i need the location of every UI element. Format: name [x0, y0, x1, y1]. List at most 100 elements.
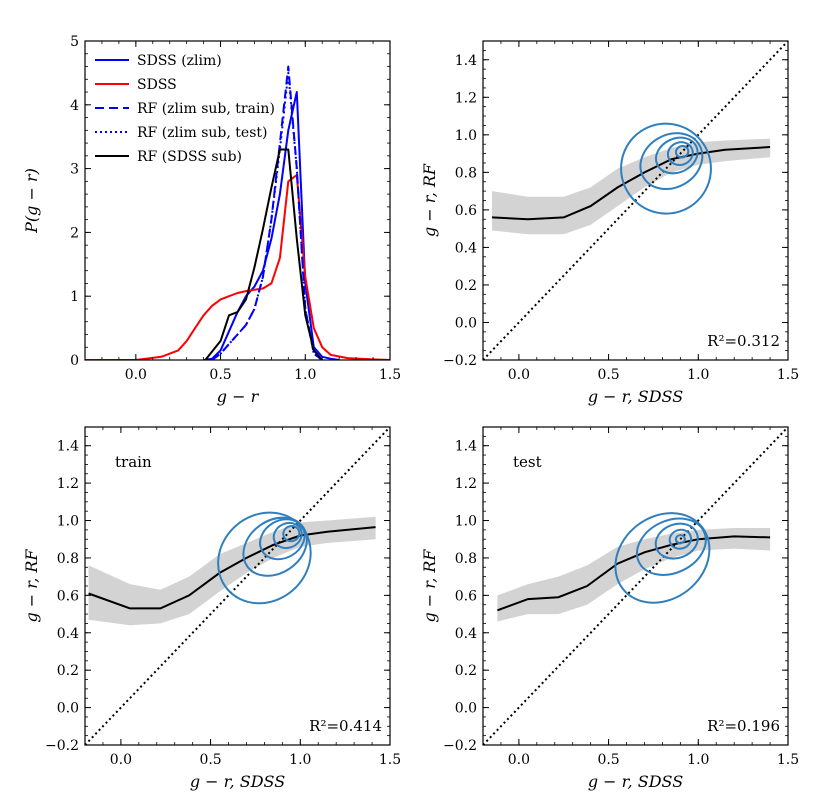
legend-label-2: RF (zlim sub, train) [137, 101, 275, 117]
y-tick-label: 5 [70, 34, 79, 50]
x-tick-label: 1.0 [687, 752, 709, 768]
y-axis-label: P(g − r) [22, 168, 41, 234]
plot-area [85, 65, 390, 360]
series-line-3 [211, 71, 323, 360]
density-contour-2 [654, 522, 699, 560]
y-axis-label: g − r, RF [420, 549, 439, 623]
series-line-1 [85, 174, 390, 360]
y-tick-label: 1.4 [57, 439, 79, 455]
y-tick-label: 0.2 [455, 278, 477, 294]
axes-frame [482, 40, 789, 361]
legend-label-3: RF (zlim sub, test) [137, 125, 267, 141]
y-tick-label: 1.2 [455, 90, 477, 106]
y-tick-label: 1.0 [455, 514, 477, 530]
x-tick-label: 0.0 [125, 367, 147, 383]
series-line-2 [211, 65, 323, 360]
median-line [491, 146, 771, 221]
y-tick-label: 2 [70, 225, 79, 241]
y-axis-label: g − r, RF [420, 163, 439, 237]
one-to-one-line [85, 427, 390, 745]
y-tick-label: −0.2 [45, 738, 79, 754]
x-tick-label: 0.5 [597, 752, 619, 768]
x-tick-label: 1.0 [687, 367, 709, 383]
panel-label: test [513, 453, 542, 471]
y-tick-label: 0.8 [455, 551, 477, 567]
axes-frame [482, 426, 789, 746]
y-tick-label: 1.4 [455, 439, 477, 455]
median-line [88, 526, 376, 610]
panel-all: 0.0 0.5 1.0 1.5 −0.2 0.0 0.2 0.4 0.6 0.8 1.0 1.2 1.4… [420, 40, 799, 406]
axes-frame [84, 40, 391, 361]
y-tick-label: 0.2 [455, 663, 477, 679]
density-contour-2 [259, 518, 306, 561]
y-tick-label: 3 [70, 162, 79, 178]
y-tick-label: 0.2 [57, 663, 79, 679]
y-tick-label: 0.6 [455, 203, 477, 219]
legend: SDSS (zlim) SDSS RF (zlim sub, train) RF (z… [95, 53, 275, 165]
legend-label-4: RF (SDSS sub) [137, 149, 242, 165]
y-axis-label: g − r, RF [22, 549, 41, 623]
axes-frame [84, 426, 391, 746]
y-tick-label: 1.4 [455, 53, 477, 69]
y-tick-label: 0.8 [455, 165, 477, 181]
plot-area [483, 427, 788, 745]
one-to-one-line [483, 427, 788, 745]
legend-label-0: SDSS (zlim) [137, 53, 222, 69]
y-tick-label: 0.0 [57, 701, 79, 717]
x-tick-label: 0.5 [199, 752, 221, 768]
median-line [497, 535, 771, 612]
density-contour-0 [620, 122, 712, 215]
density-contour-3 [272, 521, 303, 550]
x-axis-label: g − r, SDSS [190, 772, 285, 791]
density-contour-1 [636, 517, 707, 576]
x-tick-label: 0.5 [597, 367, 619, 383]
x-tick-label: 0.5 [209, 367, 231, 383]
percentile-band [88, 516, 376, 626]
y-tick-label: 0.4 [455, 626, 477, 642]
percentile-band [497, 528, 771, 622]
x-tick-label: 1.5 [379, 367, 401, 383]
density-contour-4 [674, 145, 690, 159]
series-line-4 [204, 148, 323, 360]
y-tick-label: 0.6 [57, 588, 79, 604]
x-tick-label: 1.5 [777, 752, 799, 768]
y-tick-label: 0.4 [455, 240, 477, 256]
x-tick-label: 0.0 [508, 752, 530, 768]
y-tick-label: 0.0 [455, 315, 477, 331]
y-tick-label: 0 [70, 353, 79, 369]
panel-train: 0.0 0.5 1.0 1.5 −0.2 0.0 0.2 0.4 0.6 0.8 1.0 1.2 1.4… [22, 426, 401, 791]
x-axis-label: g − r, SDSS [588, 772, 683, 791]
density-contour-2 [654, 136, 699, 175]
panel-hist: 0.0 0.5 1.0 1.5 0 1 2 3 4 5 g − r P(g − r) SDSS (zli… [22, 34, 401, 406]
r2-annotation: R²=0.196 [707, 717, 780, 735]
y-tick-label: 4 [70, 98, 79, 114]
panel-test: 0.0 0.5 1.0 1.5 −0.2 0.0 0.2 0.4 0.6 0.8 1.0 1.2 1.4… [420, 426, 799, 791]
x-tick-label: 1.0 [294, 367, 316, 383]
density-contour-4 [282, 525, 301, 543]
y-tick-label: −0.2 [443, 738, 477, 754]
density-contour-3 [668, 528, 693, 550]
x-tick-label: 1.5 [777, 367, 799, 383]
y-tick-label: 0.0 [455, 701, 477, 717]
panel-label: train [115, 453, 152, 471]
density-contour-4 [674, 534, 686, 545]
density-contour-1 [639, 132, 704, 190]
series-line-0 [203, 91, 340, 360]
x-tick-label: 1.0 [289, 752, 311, 768]
r2-annotation: R²=0.312 [707, 332, 780, 350]
y-tick-label: 1.0 [455, 128, 477, 144]
y-tick-label: 1.0 [57, 514, 79, 530]
r2-annotation: R²=0.414 [309, 717, 382, 735]
x-axis-label: g − r [217, 387, 260, 406]
y-tick-label: 1.2 [57, 476, 79, 492]
x-tick-label: 0.0 [508, 367, 530, 383]
plot-area [483, 41, 788, 360]
x-tick-label: 1.5 [379, 752, 401, 768]
legend-label-1: SDSS [137, 77, 177, 93]
x-tick-label: 0.0 [110, 752, 132, 768]
y-tick-label: 0.4 [57, 626, 79, 642]
y-tick-label: 0.6 [455, 588, 477, 604]
plot-area [85, 427, 390, 745]
y-tick-label: 0.8 [57, 551, 79, 567]
